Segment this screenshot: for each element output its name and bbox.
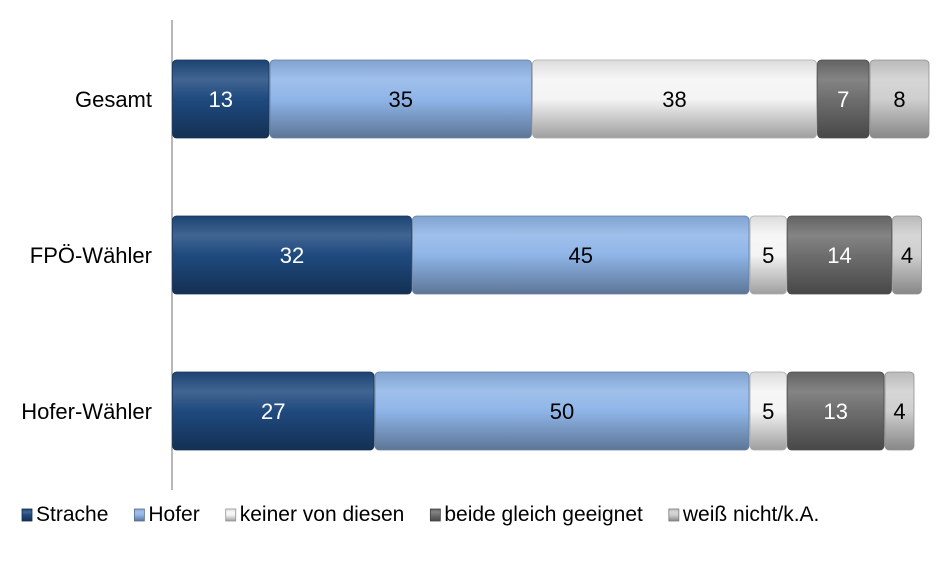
bar-segment	[749, 215, 787, 295]
bar-segment	[172, 59, 270, 139]
data-label: 32	[280, 243, 304, 268]
legend-label: Strache	[36, 503, 108, 526]
data-label: 38	[662, 87, 686, 112]
bar-segment	[172, 371, 375, 451]
data-label: 5	[762, 243, 774, 268]
legend-swatch	[668, 508, 680, 522]
bar-segment	[892, 215, 922, 295]
category-label: FPÖ-Wähler	[30, 243, 152, 268]
bar-segment	[749, 371, 787, 451]
data-label: 4	[901, 243, 913, 268]
legend-swatch	[429, 508, 441, 522]
data-label: 45	[569, 243, 593, 268]
data-label: 7	[837, 87, 849, 112]
category-label: Gesamt	[75, 87, 152, 112]
data-label: 4	[893, 399, 905, 424]
category-label: Hofer-Wähler	[21, 399, 152, 424]
legend-label: beide gleich geeignet	[444, 503, 643, 526]
data-label: 5	[762, 399, 774, 424]
bar-segment	[532, 59, 817, 139]
bar-segment	[817, 59, 870, 139]
legend-swatch	[21, 508, 33, 522]
legend-label: Hofer	[148, 503, 199, 526]
data-label: 13	[824, 399, 848, 424]
data-label: 27	[261, 399, 285, 424]
data-label: 8	[893, 87, 905, 112]
legend-swatch	[133, 508, 145, 522]
bar-segment	[787, 371, 885, 451]
data-label: 50	[550, 399, 574, 424]
legend-label: weiß nicht/k.A.	[682, 503, 820, 526]
bar-segment	[374, 371, 750, 451]
bar-segment	[787, 215, 892, 295]
bar-segment	[869, 59, 930, 139]
bar-segment	[172, 215, 412, 295]
legend-swatch	[225, 508, 237, 522]
bar-segment	[884, 371, 915, 451]
data-label: 13	[209, 87, 233, 112]
data-label: 35	[389, 87, 413, 112]
bar-segment	[412, 215, 750, 295]
data-label: 14	[827, 243, 851, 268]
bar-segment	[269, 59, 532, 139]
legend-label: keiner von diesen	[240, 503, 405, 526]
